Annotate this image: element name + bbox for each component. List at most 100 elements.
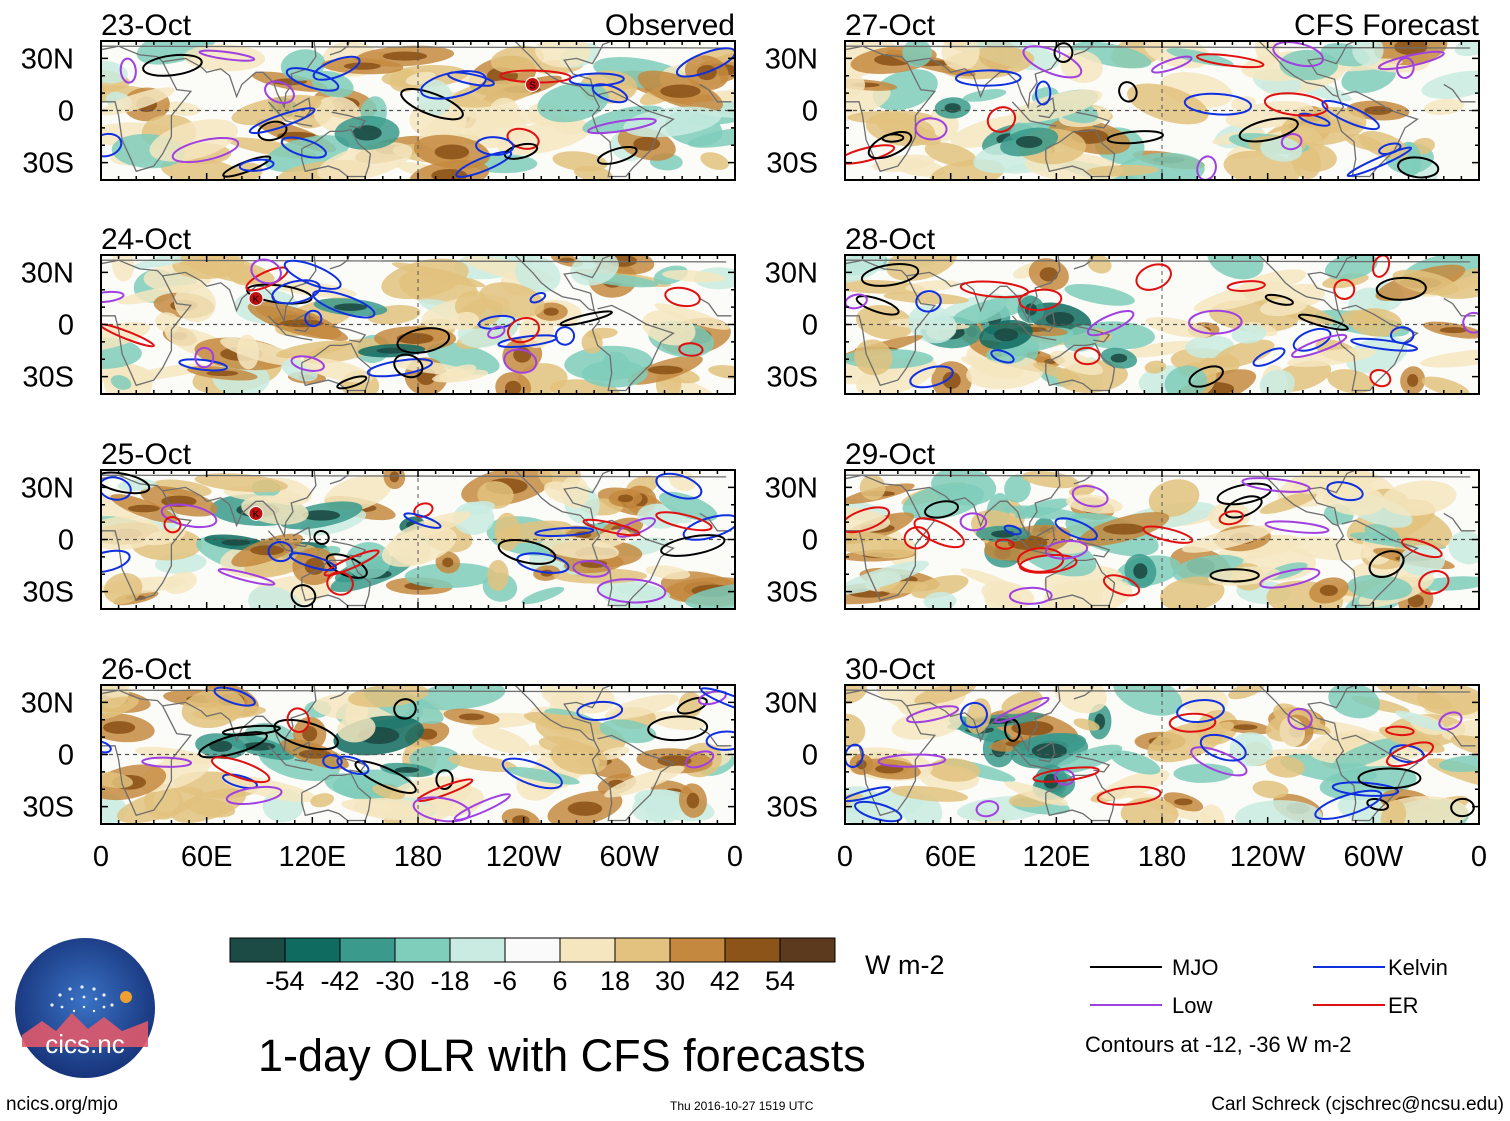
mjo-contour	[142, 53, 203, 77]
colorbar-label: 42	[710, 966, 740, 996]
y-tick-label: 30N	[21, 472, 74, 504]
coastline	[301, 128, 372, 178]
low-contour	[1291, 333, 1348, 359]
olr-anomaly-cell	[845, 84, 891, 125]
olr-anomaly-core	[617, 494, 634, 503]
y-tick-label: 0	[802, 740, 818, 772]
olr-anomaly-cell	[163, 101, 201, 116]
olr-anomaly-core	[442, 557, 454, 568]
colorbar-label: 18	[600, 966, 630, 996]
olr-anomaly-cell	[117, 284, 195, 305]
low-contour	[596, 578, 667, 604]
kelvin-contour	[221, 773, 258, 790]
low-contour	[453, 793, 511, 821]
coastline	[845, 474, 1471, 478]
mjo-contour	[1264, 293, 1294, 306]
olr-anomaly-cell	[1379, 726, 1445, 753]
olr-anomaly-cell	[1231, 324, 1267, 344]
olr-anomaly-cell	[1113, 152, 1205, 180]
coastline	[1443, 83, 1476, 103]
kelvin-contour	[655, 472, 703, 500]
low-contour	[1086, 310, 1135, 337]
low-contour	[1280, 133, 1303, 151]
kelvin-contour	[419, 70, 487, 100]
mjo-contour	[1209, 568, 1260, 583]
olr-anomaly-core	[993, 328, 1019, 342]
olr-anomaly-core	[1102, 523, 1146, 535]
olr-anomaly-cell	[541, 685, 616, 714]
coastline	[101, 474, 727, 478]
low-contour	[503, 348, 538, 374]
coastline	[101, 259, 727, 263]
y-tick-label: 0	[58, 740, 74, 772]
low-contour	[1071, 484, 1109, 508]
coastline	[267, 315, 313, 341]
colorbar-unit: W m-2	[865, 950, 945, 980]
low-contour	[1151, 55, 1193, 74]
coastline	[1045, 772, 1116, 822]
er-contour	[1168, 712, 1217, 733]
olr-anomaly-cell	[101, 321, 151, 352]
olr-anomaly-core	[1319, 584, 1338, 597]
kelvin-contour	[682, 514, 735, 541]
olr-anomaly-cell	[1260, 136, 1303, 162]
low-contour	[684, 750, 715, 769]
colorbar-swatch	[669, 937, 726, 963]
colorbar-label: -30	[375, 966, 414, 996]
olr-anomaly-cell	[1421, 376, 1470, 394]
olr-field: K	[101, 470, 735, 609]
er-contour	[101, 323, 155, 348]
er-contour	[1196, 53, 1265, 69]
kelvin-contour	[1183, 92, 1253, 116]
timestamp: Thu 2016-10-27 1519 UTC	[670, 1099, 814, 1113]
kelvin-contour	[238, 158, 275, 172]
olr-anomaly-cell	[859, 474, 886, 501]
olr-anomaly-cell	[448, 754, 518, 773]
olr-panel-24-oct: K 30N 0 30S 24-Oct	[21, 223, 736, 395]
mjo-contour	[257, 120, 288, 142]
low-contour	[914, 117, 948, 141]
olr-anomaly-cell	[101, 516, 162, 550]
colorbar-label: -42	[320, 966, 359, 996]
y-tick-label: 30S	[22, 362, 74, 394]
y-tick-label: 0	[58, 310, 74, 342]
mjo-contour	[435, 769, 454, 790]
kelvin-contour	[304, 309, 323, 328]
mjo-contour	[1368, 550, 1405, 579]
low-contour	[1395, 56, 1415, 79]
storm-marker-label: S	[529, 80, 536, 91]
olr-anomaly-cell	[1213, 339, 1275, 368]
kelvin-contour	[178, 358, 228, 372]
olr-anomaly-cell	[487, 559, 509, 591]
mjo-contour	[1375, 276, 1427, 301]
panel-date: 26-Oct	[101, 653, 192, 686]
coastline	[1075, 540, 1111, 558]
storm-marker-label: K	[253, 509, 260, 520]
olr-panel-26-oct: 30N 0 30S 26-Oct 0 60E 120E 180 120W 60W 0	[21, 653, 743, 873]
olr-anomaly-cell	[1004, 781, 1069, 806]
y-tick-label: 30N	[21, 43, 74, 75]
mjo-contour	[1118, 81, 1138, 103]
coastline	[329, 41, 350, 56]
colorbar-label: 6	[552, 966, 567, 996]
mjo-contour	[597, 146, 638, 165]
mjo-contour	[559, 310, 613, 327]
low-contour	[487, 325, 506, 339]
olr-anomaly-cell	[1101, 769, 1170, 801]
olr-anomaly-cell	[181, 688, 245, 729]
colorbar-swatch	[449, 937, 506, 963]
olr-anomaly-cell	[1347, 574, 1413, 601]
olr-anomaly-cell	[1123, 340, 1199, 358]
olr-anomaly-cell	[923, 591, 957, 609]
olr-anomaly-cell	[598, 746, 630, 761]
coastline	[101, 474, 193, 602]
low-contour	[975, 800, 1000, 818]
er-contour	[845, 506, 890, 534]
low-contour	[1438, 711, 1463, 731]
mjo-contour	[396, 327, 451, 354]
coastline	[1335, 734, 1419, 822]
olr-anomaly-core	[394, 766, 420, 773]
olr-anomaly-cell	[1259, 491, 1318, 514]
colorbar-label: 54	[765, 966, 795, 996]
olr-anomaly-cell	[654, 303, 730, 330]
